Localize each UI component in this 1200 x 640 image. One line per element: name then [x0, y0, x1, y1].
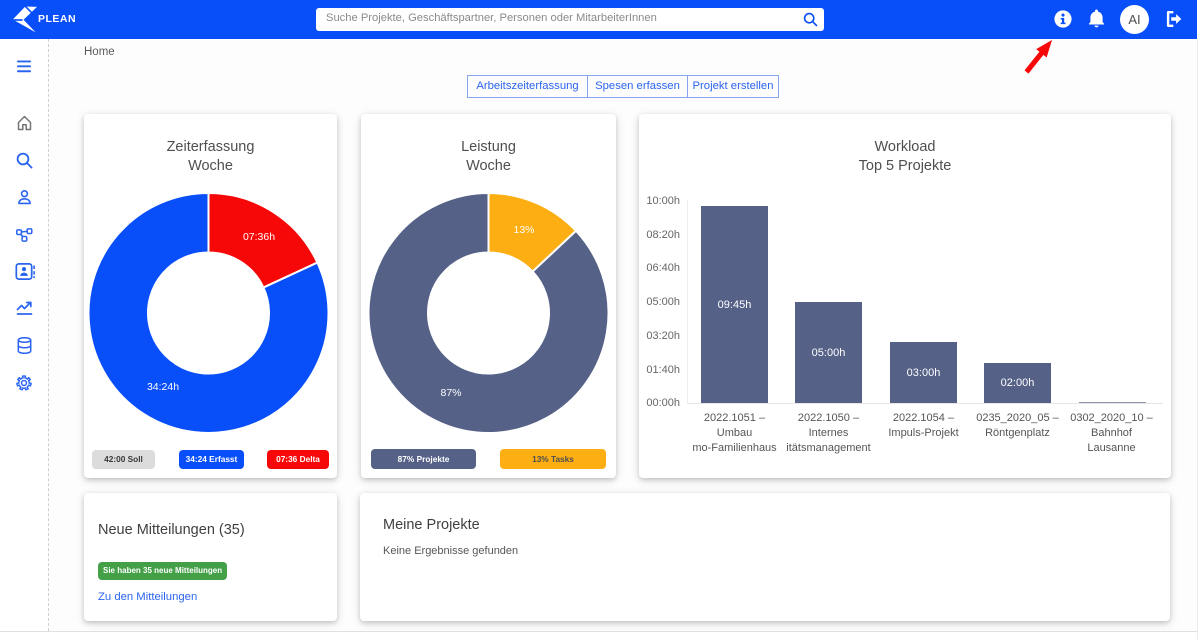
svg-text:07:36h: 07:36h: [243, 231, 275, 243]
svg-text:34:24h: 34:24h: [147, 381, 179, 393]
svg-text:13%: 13%: [513, 224, 534, 236]
svg-text:87%: 87%: [440, 387, 461, 399]
